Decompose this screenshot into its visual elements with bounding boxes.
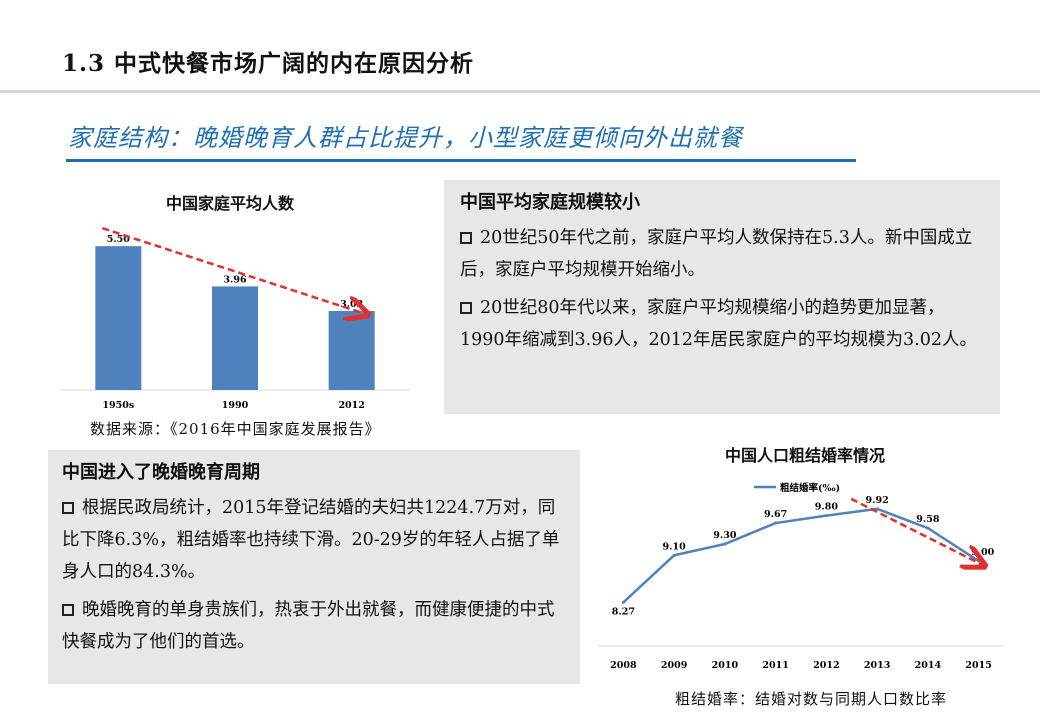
data-label: 9.30 — [713, 530, 737, 541]
bar-1990 — [212, 286, 258, 390]
x-tick-label: 2012 — [338, 400, 364, 411]
marriage-box-title: 中国进入了晚婚晚育周期 — [62, 462, 260, 483]
checkbox-bullet-icon — [62, 502, 74, 514]
x-tick-label: 2009 — [661, 660, 688, 671]
bar-2012 — [328, 311, 375, 390]
data-point — [621, 600, 625, 604]
data-label: 9.00 — [971, 547, 995, 558]
section-subtitle: 家庭结构：晚婚晚育人群占比提升，小型家庭更倾向外出就餐 — [68, 124, 743, 152]
x-tick-label: 2014 — [915, 660, 942, 671]
data-point — [774, 521, 778, 525]
marriage-paragraph-2: 晚婚晚育的单身贵族们，热衷于外出就餐，而健康便捷的中式快餐成为了他们的首选。 — [62, 600, 555, 652]
trend-arrow — [101, 226, 365, 314]
x-tick-label: 1950s — [102, 400, 134, 411]
bar-value-label: 3.02 — [340, 299, 363, 310]
marriage-paragraph-1: 根据民政局统计，2015年登记结婚的夫妇共1224.7万对，同比下降6.3%，粗… — [62, 498, 560, 582]
x-tick-label: 1990 — [222, 400, 249, 411]
marriage-rate-line-chart: 粗结婚率(‰) 8.27 2008 9.10 2009 9.30 2010 9.67 2011 9… — [598, 482, 1004, 671]
data-label: 9.80 — [815, 502, 839, 513]
data-label: 9.67 — [764, 509, 787, 520]
subtitle-underline — [66, 159, 856, 162]
x-tick-label: 2010 — [712, 660, 739, 671]
data-point — [824, 514, 828, 518]
data-point — [672, 553, 676, 557]
x-tick-label: 2015 — [965, 660, 991, 671]
household-box-title: 中国平均家庭规模较小 — [460, 192, 640, 213]
late-marriage-box: 中国进入了晚婚晚育周期 根据民政局统计，2015年登记结婚的夫妇共1224.7万… — [48, 450, 580, 684]
household-size-box: 中国平均家庭规模较小 20世纪50年代之前，家庭户平均人数保持在5.3人。新中国… — [444, 180, 1000, 414]
checkbox-bullet-icon — [460, 232, 472, 244]
data-label: 8.27 — [612, 606, 635, 617]
household-paragraph-1: 20世纪50年代之前，家庭户平均人数保持在5.3人。新中国成立后，家庭户平均规模… — [460, 228, 973, 280]
x-tick-label: 2012 — [813, 660, 839, 671]
data-point — [723, 542, 727, 546]
household-paragraph-2: 20世纪80年代以来，家庭户平均规模缩小的趋势更加显著，1990年缩减到3.96… — [460, 298, 978, 350]
household-chart-title: 中国家庭平均人数 — [165, 194, 294, 213]
marriage-rate-definition: 粗结婚率：结婚对数与同期人口数比率 — [675, 690, 948, 708]
data-label: 9.92 — [866, 495, 889, 506]
checkbox-bullet-icon — [62, 604, 74, 616]
data-label: 9.10 — [663, 541, 687, 552]
trend-arrow — [850, 497, 983, 565]
bar-1950s — [95, 246, 142, 390]
household-bar-chart: 5.50 1950s 3.96 1990 3.02 2012 — [60, 226, 410, 411]
bar-value-label: 3.96 — [223, 274, 247, 285]
bar-value-label: 5.50 — [107, 234, 131, 245]
x-tick-label: 2008 — [610, 660, 637, 671]
data-point — [875, 507, 879, 511]
x-tick-label: 2011 — [762, 660, 788, 671]
data-point — [926, 526, 930, 530]
data-label: 9.58 — [916, 514, 940, 525]
legend-label: 粗结婚率(‰) — [780, 482, 840, 494]
data-point — [977, 559, 981, 563]
data-source-note: 数据来源：《2016年中国家庭发展报告》 — [90, 420, 381, 438]
marriage-chart-title: 中国人口粗结婚率情况 — [724, 446, 885, 465]
checkbox-bullet-icon — [460, 302, 472, 314]
x-tick-label: 2013 — [864, 660, 890, 671]
marriage-rate-series-line — [622, 507, 980, 604]
page-title: 1.3 中式快餐市场广阔的内在原因分析 — [62, 50, 475, 77]
title-divider — [0, 90, 1040, 93]
